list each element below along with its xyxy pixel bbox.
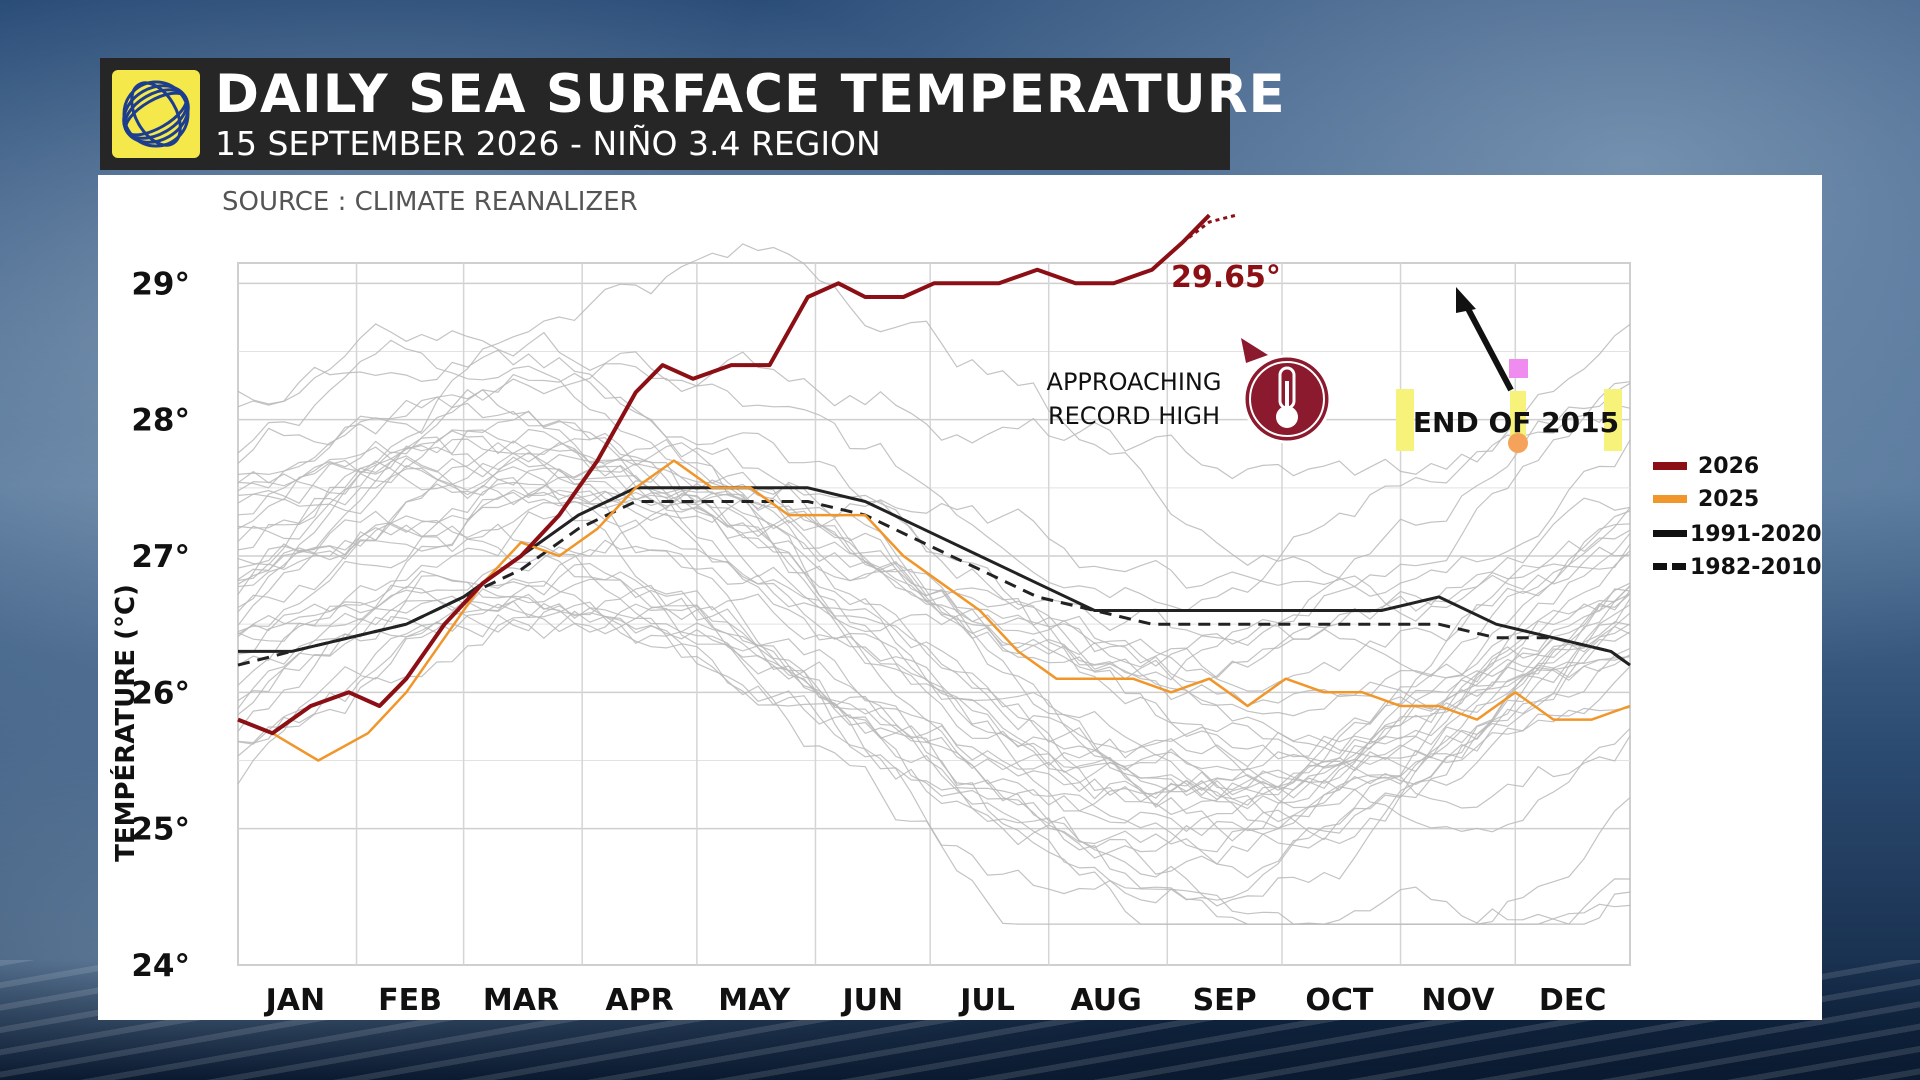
historical-year-line (237, 467, 1631, 717)
pink-marker (1509, 359, 1528, 378)
historical-year-line (237, 441, 1631, 679)
highlight-left-marker (1396, 389, 1414, 451)
chart-legend: 2026 2025 1991-2020 1982-2010 (1653, 454, 1822, 580)
page-subtitle: 15 SEPTEMBER 2026 - NIÑO 3.4 REGION (215, 124, 881, 163)
historical-year-line (237, 396, 1631, 684)
chart-panel: 24°25°26°27°28°29°30°JANFEBMARAPRMAYJUNJ… (98, 175, 1822, 1020)
x-tick-label: JAN (264, 983, 326, 1018)
historical-year-line (237, 372, 1631, 707)
legend-label-1982-2010: 1982-2010 (1690, 555, 1822, 580)
historical-year-line (237, 339, 1631, 807)
historical-year-line (237, 481, 1631, 755)
historical-year-line (237, 381, 1631, 667)
historical-year-line (237, 491, 1631, 833)
series-line-1991-2020 (238, 486, 1631, 667)
legend-swatch-1991-2020 (1653, 530, 1687, 537)
series-line-2025 (237, 459, 1631, 762)
historical-year-line (237, 603, 1631, 925)
historical-year-line (237, 459, 1631, 904)
x-tick-label: SEP (1193, 983, 1257, 1018)
x-tick-label: MAY (718, 983, 791, 1018)
historical-year-line (237, 562, 1631, 925)
legend-label-1991-2020: 1991-2020 (1690, 522, 1822, 547)
historical-year-line (237, 351, 1631, 542)
historical-year-line (237, 539, 1631, 842)
peak-value-label: 29.65° (1171, 260, 1281, 295)
end-2015-label: END OF 2015 (1413, 406, 1619, 439)
chart-source: SOURCE : CLIMATE REANALIZER (222, 187, 638, 217)
chart-axes: 24°25°26°27°28°29°30°JANFEBMARAPRMAYJUNJ… (131, 266, 1606, 1018)
series-lines (237, 213, 1631, 762)
legend-label-2026: 2026 (1698, 454, 1759, 479)
plot-frame (237, 262, 1631, 966)
historical-lines (237, 243, 1631, 925)
historical-year-line (237, 432, 1631, 810)
historical-year-line (237, 524, 1631, 800)
weather-network-logo-icon (112, 70, 200, 158)
historical-year-line (237, 605, 1631, 925)
page-title: DAILY SEA SURFACE TEMPERATURE (215, 64, 1286, 125)
y-tick-label: 28° (131, 403, 190, 439)
historical-year-line (237, 593, 1631, 907)
y-tick-label: 26° (131, 675, 190, 711)
y-tick-label: 24° (131, 948, 190, 984)
x-tick-label: MAR (483, 983, 559, 1018)
x-tick-label: OCT (1305, 983, 1374, 1018)
historical-year-line (237, 585, 1631, 879)
legend-swatch-2025 (1653, 495, 1687, 503)
legend-swatch-2026 (1653, 462, 1687, 470)
x-tick-label: NOV (1421, 983, 1495, 1018)
y-axis-label: TEMPÉRATURE (°C) (109, 584, 141, 862)
historical-year-line (237, 428, 1631, 763)
y-tick-label: 29° (131, 266, 190, 302)
historical-year-line (237, 455, 1631, 797)
historical-year-line (237, 410, 1631, 768)
x-tick-label: DEC (1539, 983, 1606, 1018)
y-tick-label: 25° (131, 812, 190, 848)
x-tick-label: JUN (840, 983, 903, 1018)
x-tick-label: JUL (958, 983, 1015, 1018)
historical-year-line (237, 491, 1631, 823)
orange-marker (1508, 433, 1528, 453)
historical-year-line (237, 436, 1631, 875)
thermometer-icon (1241, 338, 1332, 444)
legend-swatch-1982-2010-b (1672, 563, 1686, 570)
historical-year-line (237, 382, 1631, 681)
x-tick-label: AUG (1070, 983, 1141, 1018)
historical-year-line (237, 323, 1631, 612)
historical-year-line (237, 349, 1631, 692)
x-tick-label: FEB (378, 983, 442, 1018)
historical-year-line (237, 462, 1631, 829)
series-line-2026 (237, 213, 1211, 736)
arrow-up-icon (1456, 287, 1514, 392)
historical-year-line (237, 482, 1631, 645)
historical-year-line (237, 570, 1631, 859)
x-tick-label: APR (605, 983, 673, 1018)
sst-line-chart: 24°25°26°27°28°29°30°JANFEBMARAPRMAYJUNJ… (109, 187, 1822, 1018)
highlight-right-marker (1604, 389, 1622, 451)
legend-swatch-1982-2010-a (1653, 563, 1667, 570)
title-bar: DAILY SEA SURFACE TEMPERATURE 15 SEPTEMB… (100, 58, 1285, 170)
historical-year-line (237, 388, 1631, 806)
record-annotation-line1: APPROACHING (1047, 368, 1222, 396)
series-2026-projection (1181, 213, 1237, 244)
historical-year-line (237, 500, 1631, 773)
series-line-1982-2010 (237, 500, 1631, 667)
legend-label-2025: 2025 (1698, 487, 1759, 512)
y-tick-label: 27° (131, 539, 190, 575)
record-annotation-line2: RECORD HIGH (1048, 402, 1220, 430)
